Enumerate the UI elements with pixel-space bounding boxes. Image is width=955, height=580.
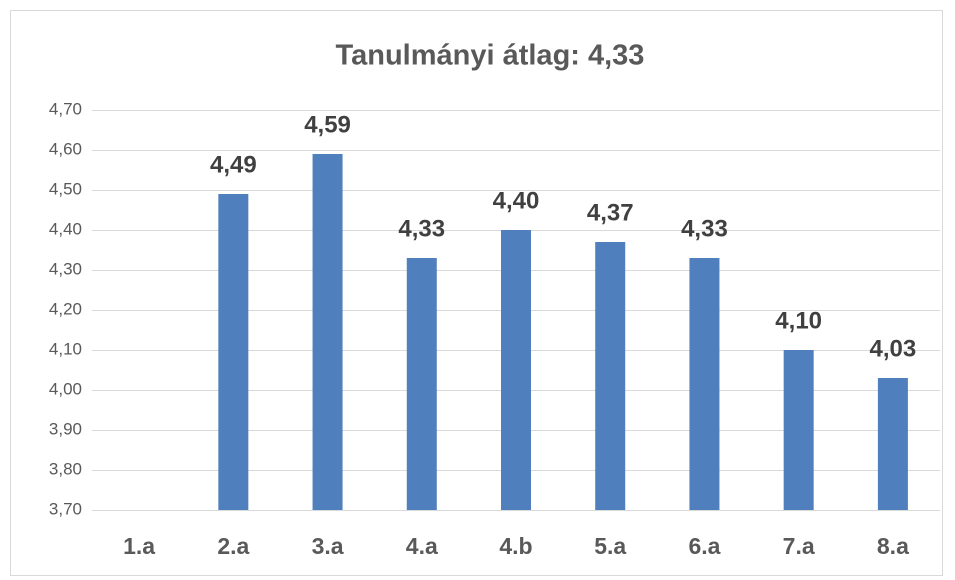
- y-tick-label: 4,20: [49, 299, 82, 318]
- y-tick-label: 4,50: [49, 179, 82, 198]
- x-tick-label: 7.a: [783, 533, 815, 559]
- x-tick-label: 3.a: [312, 533, 344, 559]
- y-tick-label: 4,70: [49, 99, 82, 118]
- bar: [218, 194, 249, 510]
- y-tick-label: 4,60: [49, 139, 82, 158]
- data-label: 4,40: [493, 187, 540, 214]
- bar: [312, 154, 343, 510]
- bar: [501, 230, 531, 510]
- bar: [877, 378, 908, 510]
- data-label: 4,10: [775, 307, 822, 334]
- x-tick-label: 4.a: [406, 533, 438, 559]
- bar: [406, 258, 437, 510]
- y-tick-label: 4,30: [49, 259, 82, 278]
- x-tick-label: 4.b: [499, 533, 532, 559]
- bar: [595, 242, 626, 510]
- chart-title: Tanulmányi átlag: 4,33: [336, 40, 645, 72]
- y-tick-label: 4,00: [49, 379, 82, 398]
- y-tick-label: 3,80: [49, 459, 82, 478]
- bar: [689, 258, 720, 510]
- data-label: 4,49: [210, 151, 257, 178]
- y-tick-label: 4,10: [49, 339, 82, 358]
- data-label: 4,59: [304, 111, 351, 138]
- data-label: 4,33: [398, 215, 445, 242]
- x-tick-label: 2.a: [217, 533, 249, 559]
- bar: [783, 350, 814, 510]
- x-tick-label: 8.a: [877, 533, 909, 559]
- y-tick-label: 3,70: [49, 499, 82, 518]
- y-tick-label: 4,40: [49, 219, 82, 238]
- y-tick-label: 3,90: [49, 419, 82, 438]
- data-label: 4,37: [587, 199, 634, 226]
- x-tick-label: 6.a: [688, 533, 720, 559]
- data-label: 4,03: [870, 335, 917, 362]
- data-label: 4,33: [681, 215, 728, 242]
- x-tick-label: 1.a: [123, 533, 155, 559]
- x-tick-label: 5.a: [594, 533, 626, 559]
